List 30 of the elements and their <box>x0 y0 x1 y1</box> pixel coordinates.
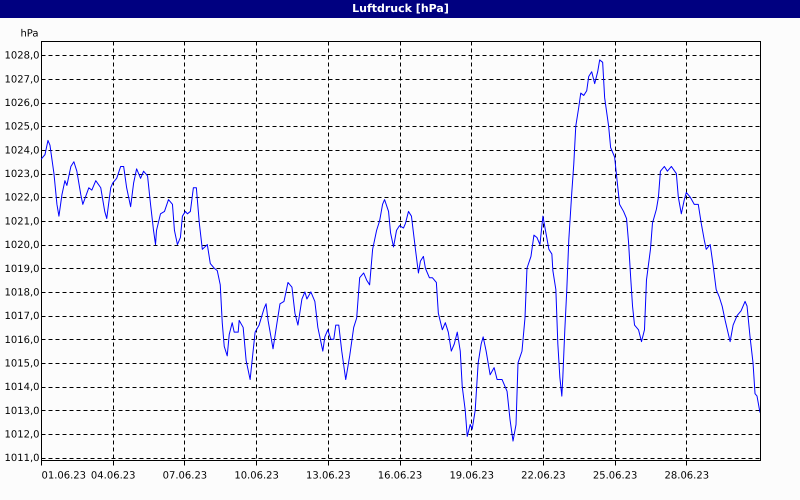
y-tick-label: 1025,0 <box>4 122 40 133</box>
x-tick-label: 10.06.23 <box>234 470 279 482</box>
x-tick-label: 28.06.23 <box>664 470 710 482</box>
x-tick-label: 13.06.23 <box>306 470 351 482</box>
y-tick-label: 1020,0 <box>4 240 40 252</box>
x-tick-label: 19.06.23 <box>449 470 494 482</box>
x-tick-label: 07.06.23 <box>162 470 208 482</box>
y-tick-label: 1016,0 <box>4 334 40 346</box>
x-tick-label: 04.06.23 <box>90 470 136 482</box>
y-axis-title: hPa <box>20 28 38 40</box>
y-tick-label: 1012,0 <box>4 429 40 440</box>
x-tick-label: 25.06.23 <box>592 470 638 482</box>
y-tick-label: 1017,0 <box>4 311 40 322</box>
y-tick-label: 1027,0 <box>4 74 40 86</box>
y-tick-label: 1024,0 <box>4 145 40 156</box>
y-tick-label: 1026,0 <box>4 98 40 110</box>
x-tick-label: 22.06.23 <box>521 470 566 482</box>
y-tick-label: 1018,0 <box>4 287 40 298</box>
chart-title: Luftdruck [hPa] <box>352 2 449 15</box>
y-tick-label: 1022,0 <box>4 192 40 204</box>
y-tick-label: 1019,0 <box>4 264 40 275</box>
y-tick-label: 1021,0 <box>4 216 40 228</box>
x-tick-label: 01.06.23 <box>42 470 86 482</box>
y-tick-label: 1023,0 <box>4 169 40 180</box>
y-tick-label: 1028,0 <box>4 50 40 62</box>
x-tick-label: 16.06.23 <box>378 470 422 482</box>
y-tick-label: 1011,0 <box>4 453 40 464</box>
y-tick-label: 1015,0 <box>4 358 40 370</box>
y-tick-label: 1013,0 <box>4 406 40 417</box>
y-tick-label: 1014,0 <box>4 382 40 394</box>
